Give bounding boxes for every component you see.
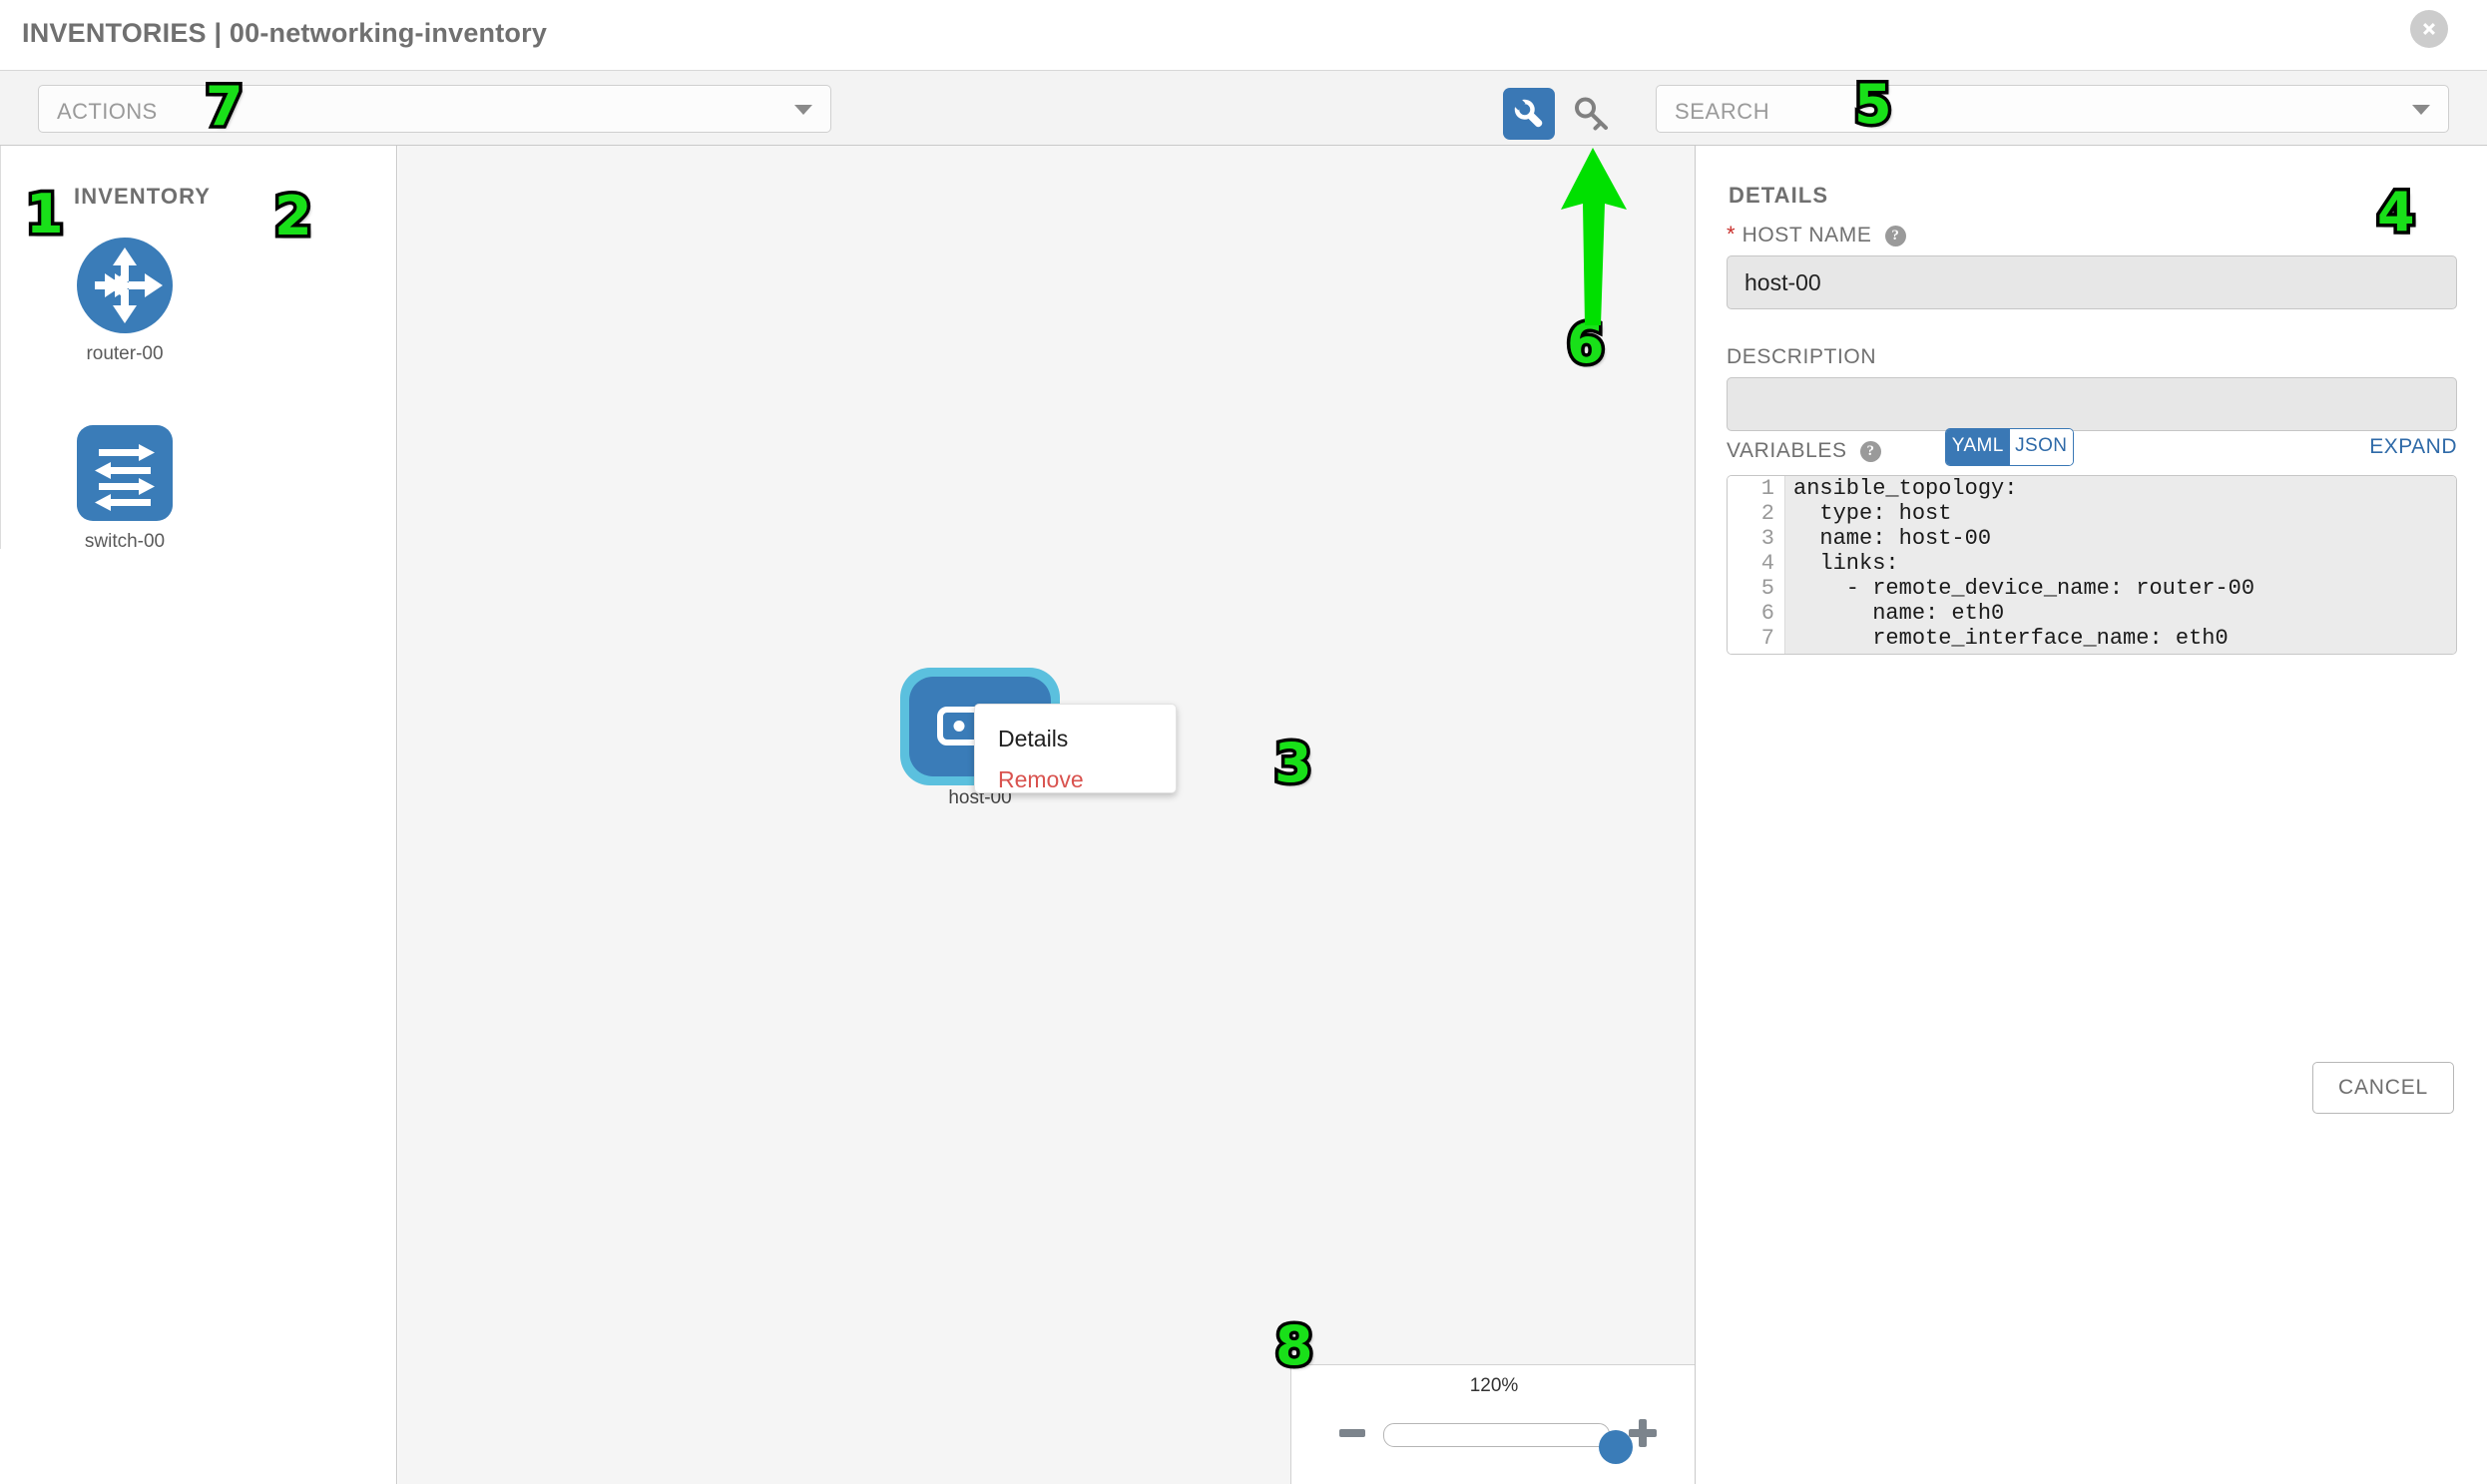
actions-dropdown-label: ACTIONS (57, 99, 158, 124)
code-line: - remote_device_name: router-00 (1793, 576, 2255, 601)
inventory-sidebar: INVENTORY router-00 (0, 146, 397, 1484)
host-name-field[interactable]: host-00 (1727, 255, 2457, 309)
minus-icon[interactable] (1339, 1429, 1365, 1437)
help-circle-icon[interactable]: ? (1860, 441, 1881, 462)
code-content[interactable]: ansible_topology: type: host name: host-… (1785, 476, 2456, 654)
description-field[interactable] (1727, 377, 2457, 431)
variables-label-text: VARIABLES (1727, 439, 1847, 462)
line-number: 3 (1760, 526, 1774, 551)
host-name-label: * HOST NAME ? (1727, 222, 1906, 247)
cancel-button[interactable]: CANCEL (2312, 1062, 2454, 1114)
zoom-slider-row (1291, 1411, 1695, 1464)
actions-dropdown[interactable]: ACTIONS (38, 85, 831, 133)
context-menu-item-details[interactable]: Details (998, 726, 1069, 751)
variables-format-toggle[interactable]: YAML JSON (1945, 428, 2074, 466)
chevron-down-icon (794, 105, 812, 115)
context-menu-item-remove[interactable]: Remove (998, 765, 1084, 792)
chevron-down-icon (2412, 105, 2430, 115)
line-number: 7 (1760, 626, 1774, 651)
toolbar: ACTIONS SEARCH (0, 70, 2487, 146)
key-icon[interactable] (1569, 92, 1613, 136)
code-gutter: 1 2 3 4 5 6 7 (1728, 476, 1785, 654)
line-number: 2 (1760, 501, 1774, 526)
expand-link[interactable]: EXPAND (2369, 435, 2457, 458)
sidebar-item-label: switch-00 (84, 531, 166, 552)
sidebar-divider (0, 146, 1, 549)
zoom-control-panel: 120% (1290, 1364, 1695, 1484)
window-title-bar: INVENTORIES | 00-networking-inventory (0, 0, 2487, 70)
description-label: DESCRIPTION (1727, 345, 1877, 368)
zoom-slider-thumb[interactable] (1599, 1430, 1633, 1464)
code-line: name: host-00 (1793, 526, 1992, 551)
sidebar-title: INVENTORY (74, 184, 212, 209)
code-line: name: eth0 (1793, 601, 2005, 626)
code-line: links: (1793, 551, 1899, 576)
node-context-menu[interactable]: Details Remove (974, 704, 1177, 793)
search-placeholder-label: SEARCH (1675, 99, 1770, 124)
variables-code-editor[interactable]: 1 2 3 4 5 6 7 ansible_topology: type: ho… (1727, 475, 2457, 655)
topology-canvas[interactable]: host-00 Details Remove 120% (398, 146, 1696, 1484)
line-number: 1 (1760, 476, 1774, 501)
help-circle-icon[interactable]: ? (1884, 226, 1906, 247)
sidebar-item-switch-00[interactable]: switch-00 (35, 425, 215, 553)
zoom-percent-label: 120% (1469, 1375, 1519, 1396)
line-number: 4 (1760, 551, 1774, 576)
plus-icon[interactable] (1629, 1419, 1657, 1447)
router-icon (77, 238, 173, 333)
search-input[interactable]: SEARCH (1656, 85, 2449, 133)
page-title: INVENTORIES | 00-networking-inventory (22, 18, 548, 48)
line-number: 5 (1760, 576, 1774, 601)
details-panel: DETAILS * HOST NAME ? host-00 DESCRIPTIO… (1697, 146, 2487, 1484)
line-number: 6 (1760, 601, 1774, 626)
toggle-json[interactable]: JSON (2009, 429, 2073, 465)
host-name-label-text: HOST NAME (1741, 224, 1872, 247)
variables-label: VARIABLES ? (1727, 439, 1881, 463)
code-line: remote_interface_name: eth0 (1793, 626, 2229, 651)
sidebar-item-router-00[interactable]: router-00 (35, 238, 215, 365)
switch-icon (77, 425, 173, 521)
code-line: type: host (1793, 501, 1952, 526)
zoom-slider[interactable] (1383, 1423, 1633, 1464)
required-marker: * (1727, 222, 1737, 247)
sidebar-item-label: router-00 (86, 343, 164, 364)
details-title: DETAILS (1729, 183, 1829, 208)
code-line: ansible_topology: (1793, 476, 2018, 501)
close-icon[interactable] (2410, 10, 2448, 48)
toggle-yaml[interactable]: YAML (1946, 429, 2010, 465)
wrench-icon[interactable] (1503, 88, 1555, 140)
